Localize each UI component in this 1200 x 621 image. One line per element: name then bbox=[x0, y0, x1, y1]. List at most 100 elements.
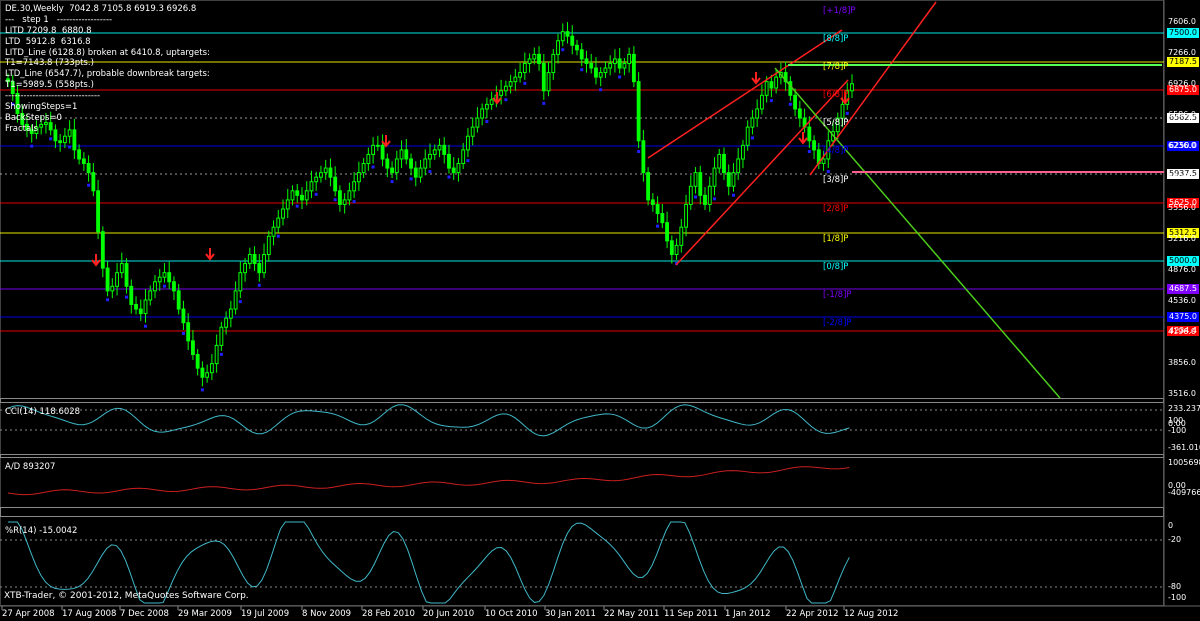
price-tick-label: 3516.0 bbox=[1168, 389, 1196, 398]
candle-body bbox=[290, 190, 295, 201]
candle-body bbox=[589, 62, 594, 69]
candle-body bbox=[67, 129, 72, 137]
candle-body bbox=[167, 272, 172, 283]
date-tick-label: 27 Apr 2008 bbox=[2, 609, 55, 619]
price-level-box: 5625.0 bbox=[1167, 198, 1199, 208]
fractal-marker bbox=[68, 145, 72, 149]
price-level-box: 5312.5 bbox=[1167, 228, 1199, 238]
candle-body bbox=[641, 140, 646, 174]
candle-body bbox=[157, 276, 162, 283]
cci-line bbox=[7, 404, 850, 437]
price-level-box: 4234.4 bbox=[1167, 326, 1199, 336]
channel-line-mid bbox=[675, 79, 849, 266]
candle-body bbox=[579, 49, 584, 60]
ad-label: A/D 893207 bbox=[5, 462, 56, 472]
date-tick-label: 29 Mar 2009 bbox=[178, 609, 232, 619]
fractal-marker bbox=[769, 99, 773, 103]
candle-body bbox=[608, 62, 613, 69]
fractal-marker bbox=[409, 177, 413, 181]
date-tick-label: 8 Nov 2009 bbox=[302, 609, 352, 619]
candle-body bbox=[347, 190, 352, 201]
candle-body bbox=[20, 112, 25, 125]
candle-body bbox=[513, 76, 518, 83]
fractal-marker bbox=[125, 295, 129, 299]
candle-body bbox=[556, 40, 560, 55]
candle-body bbox=[304, 190, 309, 201]
candle-body bbox=[797, 108, 802, 119]
trend-line bbox=[774, 67, 1061, 399]
candle-body bbox=[314, 176, 319, 183]
candle-body bbox=[257, 263, 262, 274]
fractal-marker bbox=[466, 159, 470, 163]
candle-body bbox=[475, 117, 480, 128]
candle-body bbox=[594, 67, 598, 78]
candle-body bbox=[385, 158, 390, 169]
indicator-scale-label: 0 bbox=[1168, 521, 1174, 530]
date-tick-label: 20 Jun 2010 bbox=[423, 609, 475, 619]
candle-body bbox=[44, 122, 48, 125]
candle-body bbox=[622, 62, 627, 69]
fractal-marker bbox=[523, 81, 527, 85]
candle-body bbox=[15, 92, 20, 114]
candle-body bbox=[541, 62, 546, 92]
candle-body bbox=[769, 81, 774, 89]
fractal-marker bbox=[542, 101, 546, 105]
candle-body bbox=[703, 194, 707, 205]
candle-body bbox=[243, 263, 248, 274]
candle-body bbox=[537, 53, 541, 64]
murrey-level-label: [-2/8]P bbox=[823, 318, 852, 328]
indicator-scale-label: -80 bbox=[1168, 582, 1182, 591]
candle-body bbox=[153, 281, 157, 292]
candle-body bbox=[323, 167, 328, 174]
cci-label: CCI(14) 118.6028 bbox=[5, 407, 81, 417]
murrey-level-label: [6/8]P bbox=[823, 90, 849, 100]
candle-body bbox=[646, 172, 651, 201]
fractal-marker bbox=[87, 183, 91, 187]
candle-body bbox=[309, 181, 314, 192]
candle-body bbox=[129, 285, 134, 306]
candle-body bbox=[394, 158, 399, 174]
candle-body bbox=[181, 308, 186, 324]
candle-body bbox=[698, 172, 703, 196]
candle-body bbox=[172, 281, 176, 292]
candle-body bbox=[238, 272, 243, 292]
candle-body bbox=[774, 76, 779, 89]
murrey-level-label: [1/8]P bbox=[823, 234, 849, 244]
candle-body bbox=[62, 135, 67, 144]
murrey-level-label: [2/8]P bbox=[823, 204, 849, 214]
price-tick-label: 7266.0 bbox=[1168, 48, 1196, 57]
candle-body bbox=[522, 62, 527, 74]
indicator-scale-label: -409766 bbox=[1168, 488, 1200, 497]
candle-body bbox=[669, 240, 674, 255]
date-tick-label: 22 May 2011 bbox=[604, 609, 660, 619]
price-tick-label: 4196.0 bbox=[1168, 327, 1196, 336]
candle-body bbox=[418, 167, 423, 178]
fractal-marker bbox=[238, 300, 242, 304]
candle-body bbox=[214, 344, 219, 365]
candle-body bbox=[627, 53, 632, 64]
candle-body bbox=[560, 31, 565, 42]
candle-body bbox=[200, 367, 205, 378]
candle-body bbox=[29, 129, 34, 135]
candle-body bbox=[371, 144, 376, 155]
indicator-scale-label: 1005698 bbox=[1168, 458, 1200, 467]
price-tick-label: 4536.0 bbox=[1168, 296, 1196, 305]
fractal-marker bbox=[49, 137, 53, 141]
price-tick-label: 5216.0 bbox=[1168, 234, 1196, 243]
candle-body bbox=[124, 263, 129, 287]
candle-body bbox=[162, 272, 167, 278]
candle-body bbox=[342, 199, 347, 205]
fractal-marker bbox=[390, 180, 394, 184]
info-line: --- step 1 ------------------ bbox=[5, 14, 113, 25]
channel-line-right bbox=[809, 1, 937, 176]
indicator-scale-label: 100 bbox=[1168, 416, 1184, 425]
price-tick-label: 7606.0 bbox=[1168, 17, 1196, 26]
panel-separator-inner bbox=[1, 455, 1163, 457]
fractal-marker bbox=[162, 284, 166, 288]
candle-body bbox=[731, 172, 736, 187]
fractal-marker bbox=[428, 170, 432, 174]
price-level-box: 7187.5 bbox=[1167, 57, 1199, 67]
candle-body bbox=[835, 117, 840, 133]
candle-body bbox=[840, 103, 845, 119]
fractal-marker bbox=[106, 298, 110, 302]
